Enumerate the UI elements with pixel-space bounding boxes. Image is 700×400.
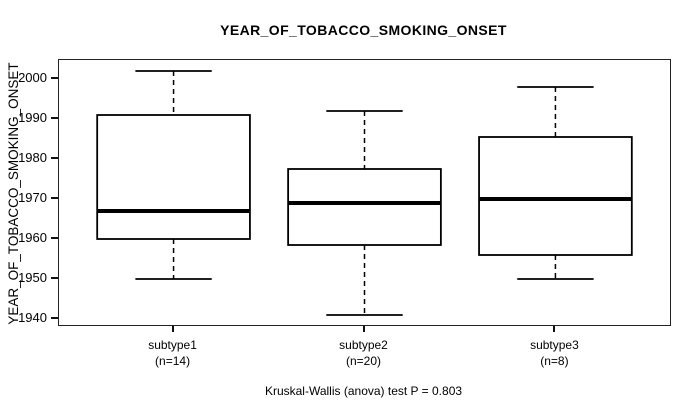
x-tick-mark-subtype3 [553, 326, 556, 332]
group-n-count: (n=8) [540, 354, 569, 368]
x-group-label-subtype2: subtype2 (n=20) [289, 337, 439, 369]
x-group-label-subtype1: subtype1 (n=14) [98, 337, 248, 369]
plot-area [58, 59, 671, 326]
y-tick-label-1950: 1950 [18, 270, 47, 285]
y-tick-mark-1980 [51, 157, 58, 159]
y-tick-mark-1950 [51, 277, 58, 279]
y-tick-label-1980: 1980 [18, 150, 47, 165]
y-tick-mark-1990 [51, 117, 58, 119]
y-tick-mark-2000 [51, 77, 58, 79]
y-tick-label-2000: 2000 [18, 70, 47, 85]
group-n-count: (n=14) [155, 354, 191, 368]
iqr-box-subtype3 [478, 136, 633, 256]
group-name: subtype3 [530, 338, 579, 352]
x-tick-mark-subtype2 [362, 326, 365, 332]
y-tick-label-1970: 1970 [18, 190, 47, 205]
y-tick-label-1960: 1960 [18, 230, 47, 245]
x-group-label-subtype3: subtype3 (n=8) [479, 337, 629, 369]
x-tick-mark-subtype1 [171, 326, 174, 332]
y-tick-mark-1960 [51, 237, 58, 239]
group-name: subtype1 [148, 338, 197, 352]
iqr-box-subtype1 [96, 114, 251, 240]
group-name: subtype2 [339, 338, 388, 352]
y-tick-label-1990: 1990 [18, 110, 47, 125]
group-n-count: (n=20) [345, 354, 382, 368]
y-tick-mark-1970 [51, 197, 58, 199]
chart-title: YEAR_OF_TOBACCO_SMOKING_ONSET [220, 22, 507, 38]
boxplot-svg [96, 70, 633, 316]
y-tick-label-1940: 1940 [18, 310, 47, 325]
y-tick-mark-1940 [51, 317, 58, 319]
stats-caption: Kruskal-Wallis (anova) test P = 0.803 [264, 384, 463, 398]
iqr-box-subtype2 [287, 168, 442, 246]
